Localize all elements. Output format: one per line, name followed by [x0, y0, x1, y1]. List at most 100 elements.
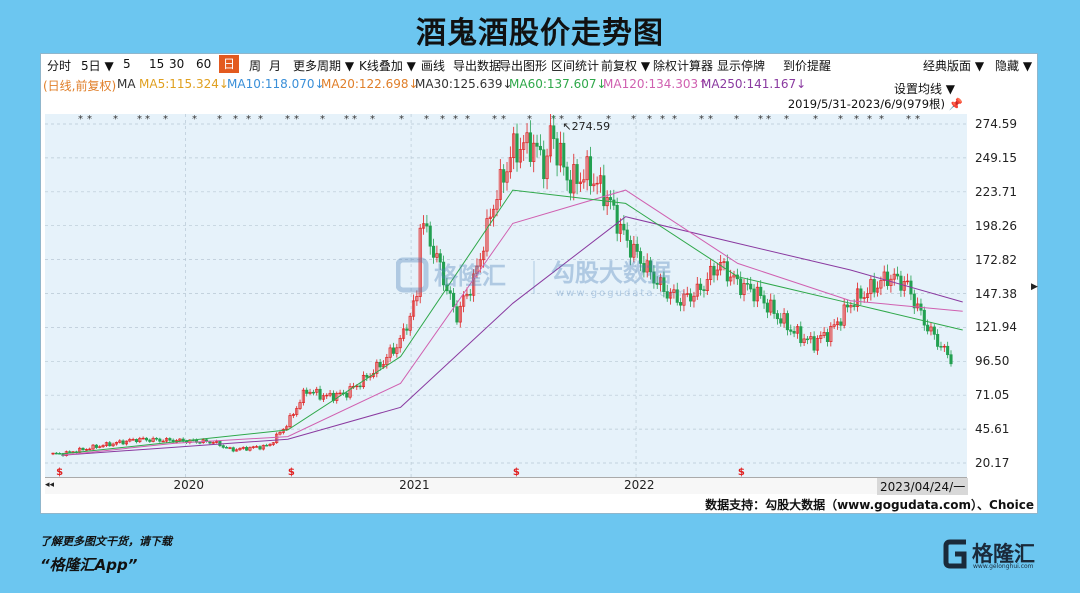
- candle-body: [345, 392, 349, 398]
- candle-body: [588, 156, 593, 187]
- candle-body: [425, 223, 429, 227]
- candle-body: [608, 197, 613, 201]
- candle-body: [582, 179, 586, 183]
- event-marker: *: [424, 114, 429, 125]
- ma120-label: MA120:134.303↑: [603, 77, 709, 91]
- toolbar-item-16[interactable]: 除权计算器: [653, 59, 714, 73]
- candle-body: [825, 332, 830, 343]
- event-marker: *: [631, 114, 636, 125]
- ma-legend: (日线,前复权) MA MA5:115.324↓ MA10:118.070↓ M…: [41, 75, 1037, 93]
- ma-settings-button[interactable]: 设置均线 ▼: [893, 82, 955, 96]
- candle-body: [625, 229, 629, 241]
- toolbar-item-6[interactable]: 日: [219, 55, 240, 73]
- candle-body: [492, 208, 496, 218]
- toolbar-item-14[interactable]: 区间统计: [551, 59, 600, 73]
- candle-body: [385, 356, 389, 365]
- candle-body: [635, 243, 639, 252]
- candle-body: [515, 133, 519, 163]
- chart-svg: * * * * * * * * * * * * * * * * * * * * * * * * * * * * * * * * * * * * * * * *…: [45, 113, 967, 478]
- candle-body: [114, 442, 118, 445]
- toolbar-item-0[interactable]: 分时: [47, 59, 72, 73]
- candle-body: [795, 326, 799, 334]
- candle-body: [512, 133, 516, 159]
- candle-body: [815, 338, 820, 351]
- candle-body: [111, 443, 115, 447]
- y-tick-label: 121.94: [975, 320, 1017, 335]
- candle-body: [769, 299, 773, 313]
- candle-body: [822, 332, 826, 336]
- event-marker: *: [344, 114, 349, 125]
- candle-body: [161, 440, 165, 443]
- watermark-logo-icon: 格隆汇 勾股大数据 www.gogudata.com: [395, 257, 685, 299]
- candle-body: [128, 439, 132, 442]
- candle-body: [892, 273, 896, 280]
- candle-body: [842, 304, 846, 326]
- event-marker: *: [838, 114, 843, 125]
- toolbar-item-3[interactable]: 15: [149, 57, 165, 71]
- toolbar-item-11[interactable]: 画线: [421, 59, 446, 73]
- candle-body: [401, 328, 406, 339]
- promo-line-1: 了解更多图文干货，请下载: [40, 535, 172, 548]
- y-tick-label: 223.71: [975, 184, 1017, 199]
- toolbar-item-17[interactable]: 显示停牌: [717, 59, 766, 73]
- toolbar-item-2[interactable]: 5: [123, 57, 131, 71]
- candle-body: [98, 446, 102, 448]
- event-marker: *: [906, 114, 911, 125]
- candle-body: [231, 447, 235, 452]
- toolbar-right-item-0[interactable]: 经典版面 ▼: [923, 59, 985, 73]
- candle-body: [882, 271, 886, 281]
- candle-body: [91, 444, 95, 450]
- candle-body: [221, 445, 225, 448]
- candle-body: [261, 444, 265, 450]
- candle-body: [348, 386, 352, 398]
- brand-logo-text: 格隆汇: [972, 542, 1035, 566]
- toolbar-item-10[interactable]: K线叠加 ▼: [359, 59, 416, 73]
- candle-body: [462, 295, 466, 307]
- scroll-left-icon[interactable]: ◂◂: [45, 480, 55, 490]
- toolbar-item-5[interactable]: 60: [196, 57, 212, 71]
- event-marker: *: [867, 114, 872, 125]
- candle-body: [722, 261, 726, 263]
- toolbar-right-item-1[interactable]: 隐藏 ▼: [995, 59, 1033, 73]
- candle-body: [251, 446, 255, 448]
- dividend-marker: $: [288, 467, 295, 477]
- candle-body: [819, 335, 823, 339]
- candle-body: [255, 446, 259, 448]
- candle-body: [321, 395, 325, 400]
- candle-body: [679, 302, 683, 306]
- candle-body: [575, 164, 579, 184]
- toolbar-item-8[interactable]: 月: [269, 59, 282, 73]
- candle-body: [832, 324, 836, 327]
- toolbar-item-12[interactable]: 导出数据: [453, 59, 502, 73]
- candle-body: [845, 304, 850, 308]
- candle-body: [665, 291, 669, 299]
- candle-body: [502, 169, 506, 183]
- expand-right-icon[interactable]: ▶: [1031, 282, 1038, 292]
- candle-body: [388, 347, 392, 358]
- toolbar-item-18[interactable]: 到价提醒: [783, 59, 832, 73]
- candle-body: [118, 440, 122, 443]
- candle-body: [922, 309, 926, 326]
- toolbar-item-4[interactable]: 30: [169, 57, 185, 71]
- event-marker: *: [660, 114, 665, 125]
- event-marker: *: [320, 114, 325, 125]
- candle-body: [739, 278, 743, 296]
- candle-body: [405, 328, 409, 331]
- candle-body: [435, 253, 439, 258]
- candle-body: [839, 321, 843, 326]
- candle-body: [398, 337, 402, 349]
- ma30-label: MA30:125.639↓: [415, 77, 513, 91]
- candle-body: [809, 336, 813, 340]
- event-marker: *: [915, 114, 920, 125]
- toolbar-item-9[interactable]: 更多周期 ▼: [293, 59, 355, 73]
- y-tick-label: 274.59: [975, 117, 1017, 131]
- candle-body: [585, 156, 589, 181]
- toolbar-item-15[interactable]: 前复权 ▼: [601, 59, 651, 73]
- toolbar-item-1[interactable]: 5日 ▼: [81, 59, 114, 73]
- watermark-brand: 格隆汇: [434, 262, 506, 290]
- candle-body: [211, 442, 215, 444]
- toolbar-item-13[interactable]: 导出图形: [499, 59, 548, 73]
- pin-icon[interactable]: 📌: [948, 97, 963, 111]
- candle-body: [482, 250, 486, 261]
- toolbar-item-7[interactable]: 周: [249, 59, 262, 73]
